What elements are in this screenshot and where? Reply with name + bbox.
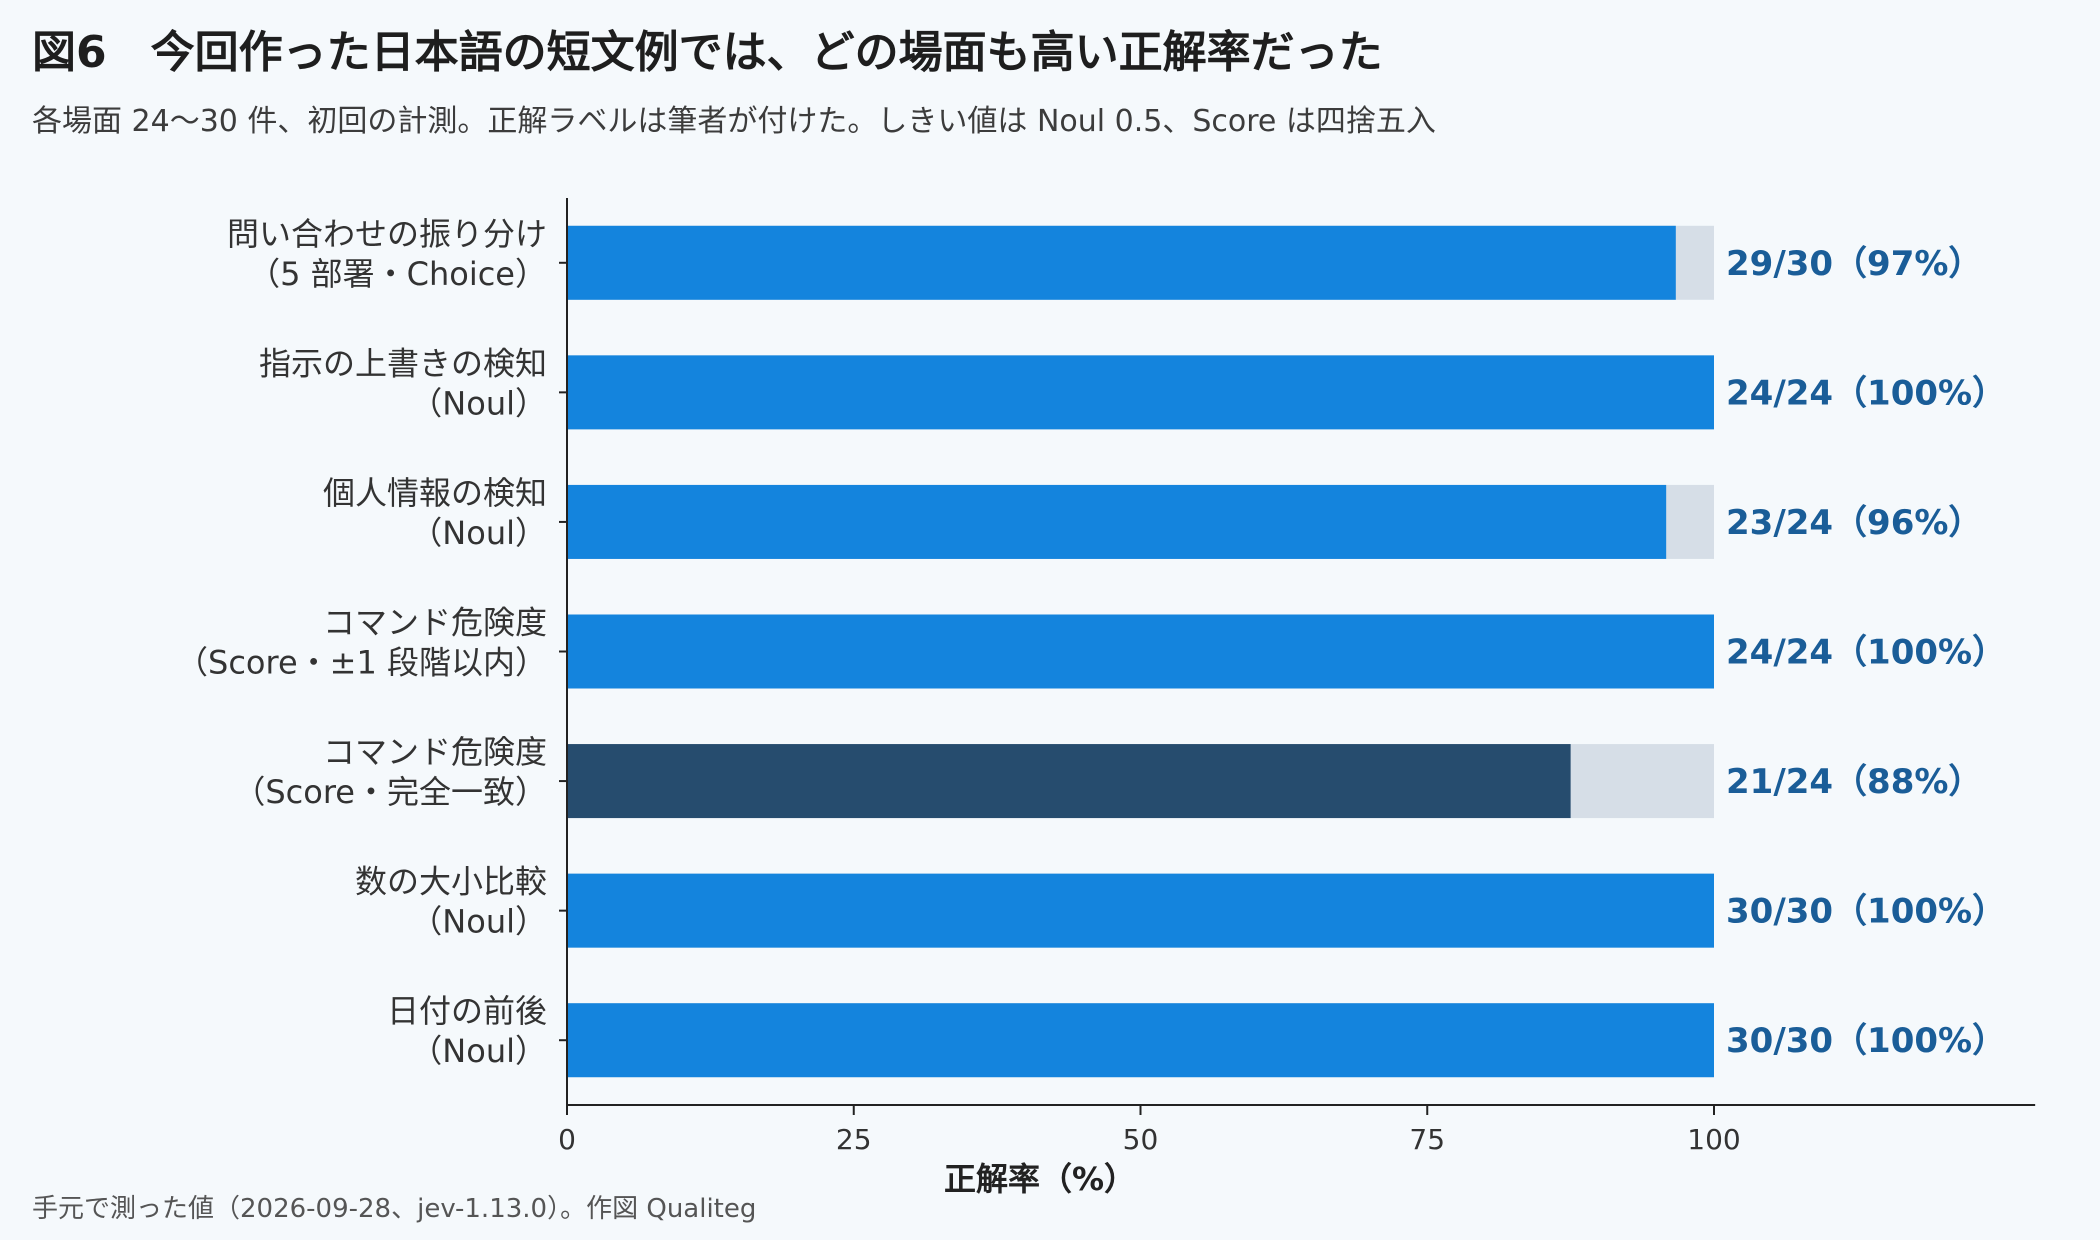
bar	[567, 614, 1714, 689]
bar	[567, 1003, 1714, 1078]
value-label: 24/24（100%）	[1726, 633, 2006, 673]
chart-subtitle: 各場面 24〜30 件、初回の計測。正解ラベルは筆者が付けた。しきい値は Nou…	[32, 104, 1436, 139]
category-label: コマンド危険度	[323, 604, 547, 642]
x-tick-label: 25	[836, 1123, 872, 1156]
category-label: 日付の前後	[387, 992, 547, 1030]
value-label: 23/24（96%）	[1726, 503, 1982, 543]
category-label: （Noul）	[410, 1032, 547, 1070]
category-label: 個人情報の検知	[323, 474, 547, 512]
x-axis-title: 正解率（%）	[944, 1160, 1136, 1198]
category-label: （Noul）	[410, 903, 547, 941]
bar	[567, 355, 1714, 430]
bar	[567, 873, 1714, 948]
category-label: 指示の上書きの検知	[259, 344, 547, 382]
category-label: （5 部署・Choice）	[248, 255, 547, 293]
category-label: （Score・完全一致）	[233, 773, 547, 811]
value-label: 30/30（100%）	[1726, 1021, 2006, 1061]
footer-note: 手元で測った値（2026-09-28、jev-1.13.0）。作図 Qualit…	[32, 1194, 757, 1224]
x-tick-label: 75	[1409, 1123, 1445, 1156]
bar	[567, 225, 1676, 300]
value-label: 30/30（100%）	[1726, 892, 2006, 932]
bar	[567, 484, 1667, 559]
category-label: （Noul）	[410, 514, 547, 552]
value-label: 24/24（100%）	[1726, 373, 2006, 413]
value-label: 29/30（97%）	[1726, 244, 1982, 284]
category-label: 数の大小比較	[355, 863, 547, 901]
x-tick-label: 50	[1123, 1123, 1159, 1156]
x-tick-label: 100	[1687, 1123, 1740, 1156]
x-tick-label: 0	[558, 1123, 576, 1156]
category-label: （Score・±1 段階以内）	[176, 644, 547, 682]
category-label: （Noul）	[410, 384, 547, 422]
bar	[567, 744, 1571, 819]
chart-title: 図6 今回作った日本語の短文例では、どの場面も高い正解率だった	[32, 27, 1383, 78]
category-label: コマンド危険度	[323, 733, 547, 771]
category-label: 問い合わせの振り分け	[227, 215, 547, 253]
value-label: 21/24（88%）	[1726, 762, 1982, 802]
